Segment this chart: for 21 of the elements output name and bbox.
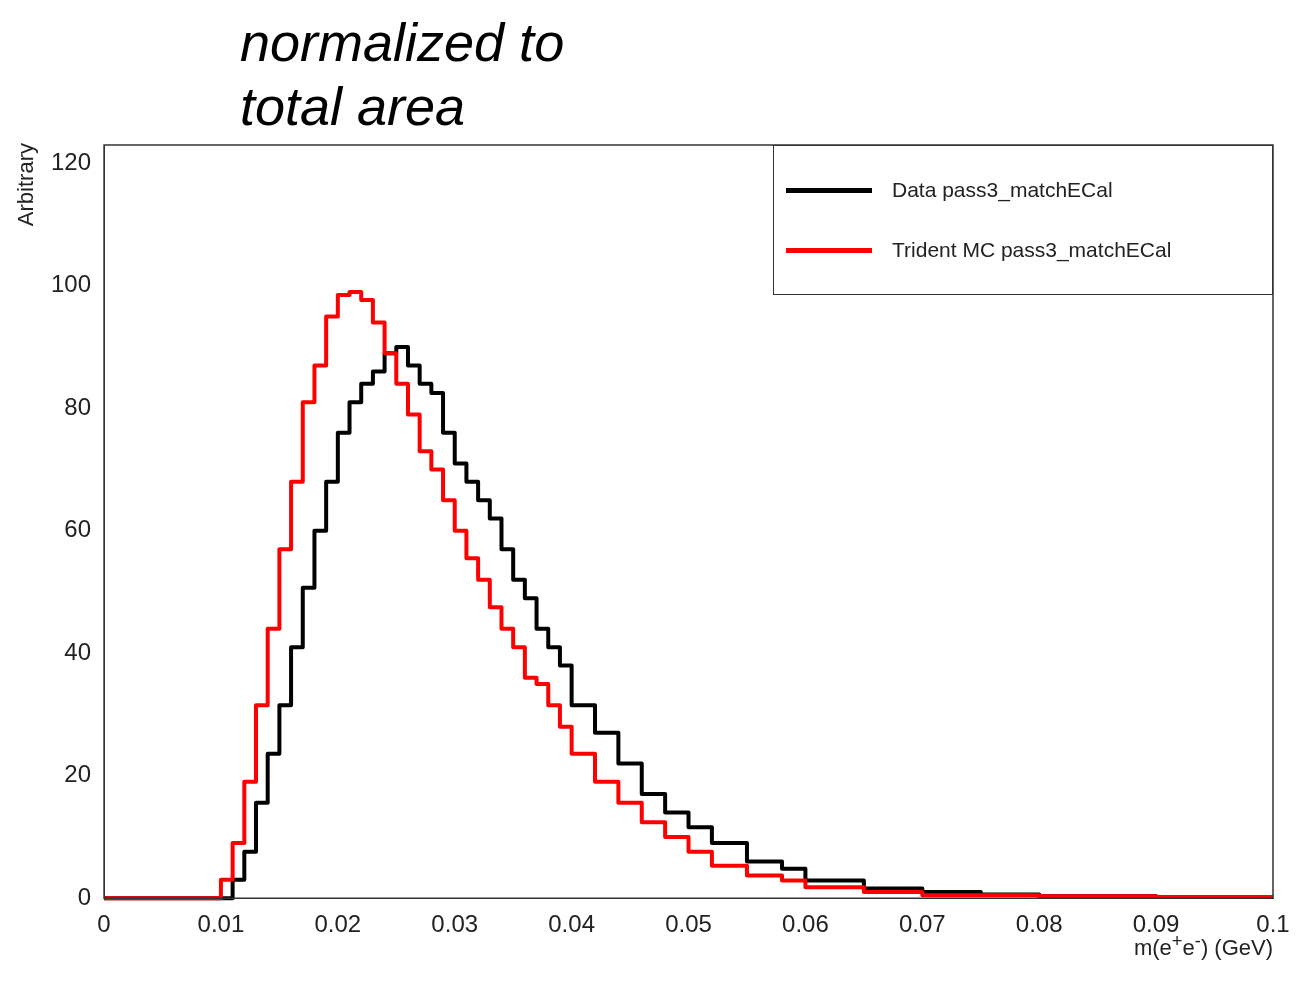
text: normalized to total area [240,11,566,138]
x-tick-label: 0.04 [548,910,595,938]
legend-label: Data pass3_matchECal [892,178,1113,202]
y-tick-label: 80 [64,392,92,420]
legend-label: Trident MC pass3_matchECal [892,238,1172,262]
x-tick-label: 0.05 [665,910,712,938]
y-tick-label: 40 [64,637,92,665]
x-tick-label: 0.08 [1015,910,1063,938]
x-tick-label: 0.07 [898,910,946,938]
x-tick-label: 0.1 [1256,910,1290,938]
y-axis-title: Arbitrary [13,143,39,229]
y-tick-label: 60 [64,515,92,543]
x-tick-label: 0.01 [197,910,245,938]
x-tick-label: 0.06 [782,910,829,938]
x-tick-label: 0.03 [431,910,479,938]
x-tick-label: 0.02 [314,910,362,938]
x-tick-label: 0 [97,910,111,938]
y-tick-label: 0 [77,882,92,910]
y-tick-label: 20 [64,760,92,788]
y-tick-label: 100 [51,270,92,298]
y-tick-label: 120 [51,148,92,175]
